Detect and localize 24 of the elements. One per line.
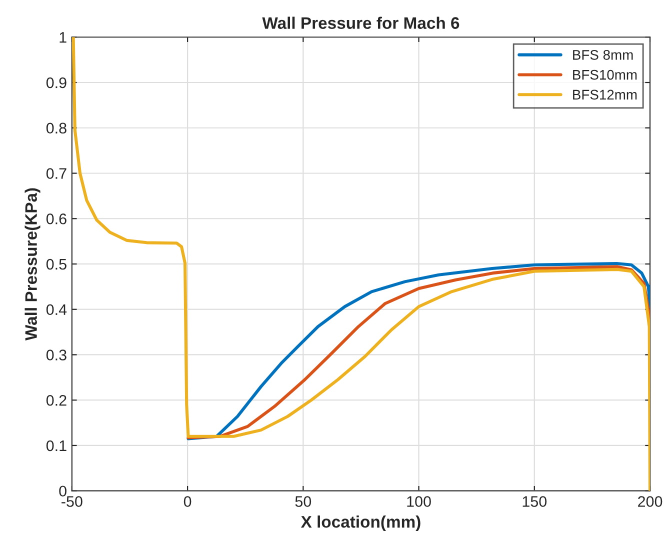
y-tick-label: 0.5 — [46, 258, 66, 270]
y-tick-label: 0.1 — [46, 440, 66, 452]
x-tick-label: 0 — [184, 496, 192, 507]
y-tick-label: 0.7 — [46, 168, 66, 179]
x-tick-label: 150 — [522, 496, 547, 507]
x-axis-title: X location(mm) — [300, 516, 420, 532]
y-tick-label: 0.4 — [46, 304, 67, 316]
y-tick-label: 0.6 — [46, 213, 66, 224]
y-tick-label: 0.3 — [46, 350, 66, 360]
x-tick-label: 100 — [407, 496, 431, 507]
y-tick-label: 0.8 — [46, 122, 66, 134]
legend-label: BFS12mm — [573, 90, 637, 100]
line-series — [72, 37, 650, 491]
x-tick-label: -50 — [62, 496, 82, 507]
legend-label: BFS 8mm — [573, 50, 633, 60]
legend-label: BFS10mm — [573, 70, 637, 80]
x-tick-label: 50 — [295, 496, 312, 507]
x-tick-label: 200 — [638, 496, 662, 507]
y-tick-label: 1 — [60, 32, 66, 43]
y-tick-label: 0.2 — [46, 394, 66, 406]
y-axis-title: Wall Pressure(KPa) — [24, 188, 40, 341]
chart-title: Wall Pressure for Mach 6 — [262, 16, 460, 29]
y-tick-label: 0 — [59, 486, 66, 497]
y-tick-label: 0.9 — [46, 77, 66, 88]
